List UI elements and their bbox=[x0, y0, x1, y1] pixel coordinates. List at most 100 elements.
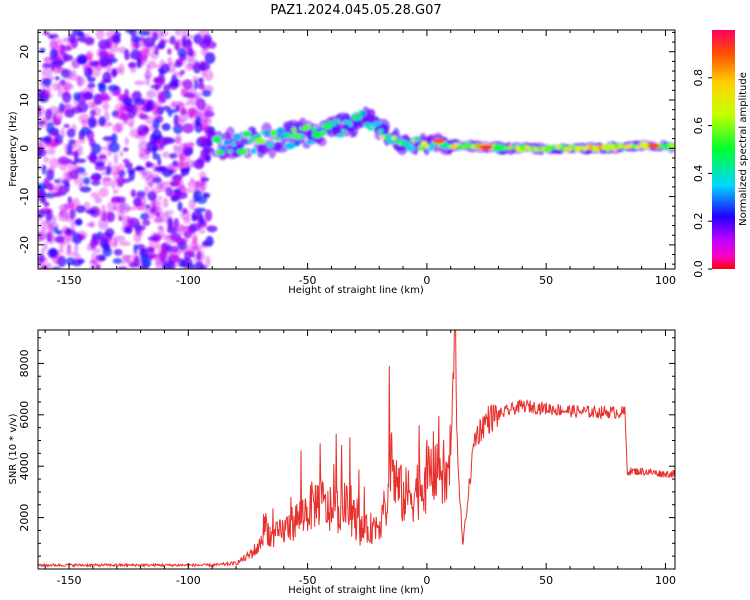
heatmap-noise-blob bbox=[42, 78, 52, 87]
y-tick-label: 20 bbox=[18, 45, 31, 59]
heatmap-noise-blob bbox=[200, 135, 205, 148]
heatmap-signal-core bbox=[276, 127, 285, 135]
heatmap-signal-core bbox=[227, 149, 234, 153]
heatmap-noise-blob bbox=[129, 189, 136, 197]
heatmap-signal-core bbox=[303, 124, 311, 131]
heatmap-noise-blob bbox=[178, 237, 190, 243]
heatmap-noise-blob bbox=[73, 253, 82, 265]
heatmap-hotspot bbox=[647, 143, 660, 149]
heatmap-noise-blob bbox=[55, 76, 60, 81]
heatmap-noise-blob bbox=[91, 179, 101, 186]
heatmap-noise-blob bbox=[141, 39, 150, 50]
heatmap-noise-blob bbox=[196, 250, 205, 262]
x-tick-label: -50 bbox=[299, 574, 317, 587]
heatmap-signal-core bbox=[220, 145, 227, 151]
heatmap-noise-blob bbox=[95, 30, 105, 40]
heatmap-noise-blob bbox=[182, 79, 193, 90]
heatmap-noise-blob bbox=[102, 136, 114, 142]
heatmap-noise-blob bbox=[188, 108, 194, 120]
heatmap-noise-blob bbox=[41, 164, 47, 175]
y-tick-label: 2000 bbox=[18, 504, 31, 532]
heatmap-noise-blob bbox=[87, 82, 96, 89]
heatmap-noise-blob bbox=[111, 180, 116, 189]
heatmap-noise-blob bbox=[59, 79, 66, 86]
heatmap-noise-blob bbox=[89, 109, 96, 117]
heatmap-noise-blob bbox=[102, 101, 110, 111]
spectrogram-xlabel: Height of straight line (km) bbox=[288, 285, 424, 296]
heatmap-noise-blob bbox=[174, 30, 182, 37]
x-tick-label: 100 bbox=[655, 274, 676, 287]
heatmap-noise-blob bbox=[87, 101, 96, 109]
heatmap-noise-blob bbox=[172, 177, 182, 186]
heatmap-noise-blob bbox=[191, 232, 198, 243]
heatmap-noise-blob bbox=[124, 117, 135, 126]
heatmap-noise-blob bbox=[154, 48, 159, 55]
heatmap-noise-blob bbox=[122, 97, 133, 106]
heatmap-noise-blob bbox=[62, 45, 72, 52]
heatmap-noise-blob bbox=[57, 233, 66, 243]
heatmap-signal-core bbox=[252, 134, 262, 140]
heatmap-noise-blob bbox=[129, 258, 142, 265]
heatmap-noise-blob bbox=[124, 226, 132, 234]
heatmap-noise-blob bbox=[185, 47, 194, 55]
x-tick-label: -100 bbox=[176, 574, 201, 587]
heatmap-noise-blob bbox=[119, 202, 130, 214]
heatmap-noise-blob bbox=[50, 37, 58, 50]
colorbar-label: Normalized spectral amplitude bbox=[738, 72, 749, 226]
heatmap-noise-blob bbox=[157, 225, 164, 230]
spectrogram-heatmap bbox=[38, 30, 675, 269]
heatmap-noise-blob bbox=[138, 140, 149, 152]
heatmap-noise-blob bbox=[71, 106, 83, 114]
heatmap-signal-core bbox=[216, 150, 225, 155]
heatmap-signal-core bbox=[592, 145, 597, 153]
heatmap-noise-blob bbox=[152, 153, 161, 160]
heatmap-noise-blob bbox=[200, 149, 209, 158]
heatmap-noise-blob bbox=[94, 196, 103, 204]
heatmap-noise-blob bbox=[124, 137, 129, 146]
heatmap-signal-core bbox=[335, 119, 340, 124]
heatmap-signal-core bbox=[294, 140, 300, 147]
heatmap-signal-core bbox=[352, 115, 362, 121]
heatmap-noise-blob bbox=[67, 164, 76, 173]
heatmap-noise-blob bbox=[105, 30, 118, 39]
heatmap-noise-blob bbox=[108, 122, 113, 127]
heatmap-signal-core bbox=[247, 138, 253, 143]
heatmap-noise-blob bbox=[83, 63, 90, 74]
heatmap-noise-blob bbox=[74, 174, 79, 186]
heatmap-noise-blob bbox=[162, 136, 172, 144]
heatmap-noise-blob bbox=[206, 136, 213, 147]
heatmap-noise-blob bbox=[144, 208, 156, 219]
heatmap-signal-core bbox=[251, 147, 257, 155]
heatmap-noise-blob bbox=[75, 158, 87, 164]
heatmap-noise-blob bbox=[189, 241, 199, 250]
heatmap-noise-blob bbox=[96, 48, 107, 59]
heatmap-signal-core bbox=[242, 131, 252, 137]
x-tick-label: -150 bbox=[57, 574, 82, 587]
heatmap-signal-halo bbox=[317, 137, 327, 147]
heatmap-noise-blob bbox=[194, 207, 207, 213]
heatmap-noise-blob bbox=[199, 108, 210, 119]
x-tick-label: -150 bbox=[57, 274, 82, 287]
y-tick-label: 8000 bbox=[18, 349, 31, 377]
heatmap-signal-core bbox=[427, 146, 434, 151]
heatmap-noise-blob bbox=[206, 130, 215, 138]
heatmap-noise-blob bbox=[152, 117, 160, 130]
heatmap-noise-blob bbox=[203, 69, 214, 82]
heatmap-signal-core bbox=[212, 136, 222, 143]
heatmap-noise-blob bbox=[47, 147, 56, 156]
heatmap-noise-blob bbox=[71, 123, 77, 134]
heatmap-noise-blob bbox=[74, 243, 79, 255]
heatmap-noise-blob bbox=[57, 248, 64, 254]
heatmap-noise-blob bbox=[43, 241, 48, 251]
heatmap-noise-blob bbox=[113, 240, 118, 247]
heatmap-signal-core bbox=[306, 140, 315, 144]
heatmap-noise-blob bbox=[113, 248, 123, 256]
heatmap-noise-blob bbox=[92, 248, 102, 253]
heatmap-noise-blob bbox=[184, 245, 191, 256]
heatmap-noise-blob bbox=[205, 235, 214, 247]
y-tick-label: 6000 bbox=[18, 401, 31, 429]
snr-ticks: -150 -100 -50 0 50 100 2000 4000 6000 8000 bbox=[18, 330, 676, 587]
heatmap-noise-blob bbox=[100, 146, 111, 151]
heatmap-noise-blob bbox=[141, 257, 152, 268]
colorbar-tick-label: 0.4 bbox=[692, 165, 705, 183]
